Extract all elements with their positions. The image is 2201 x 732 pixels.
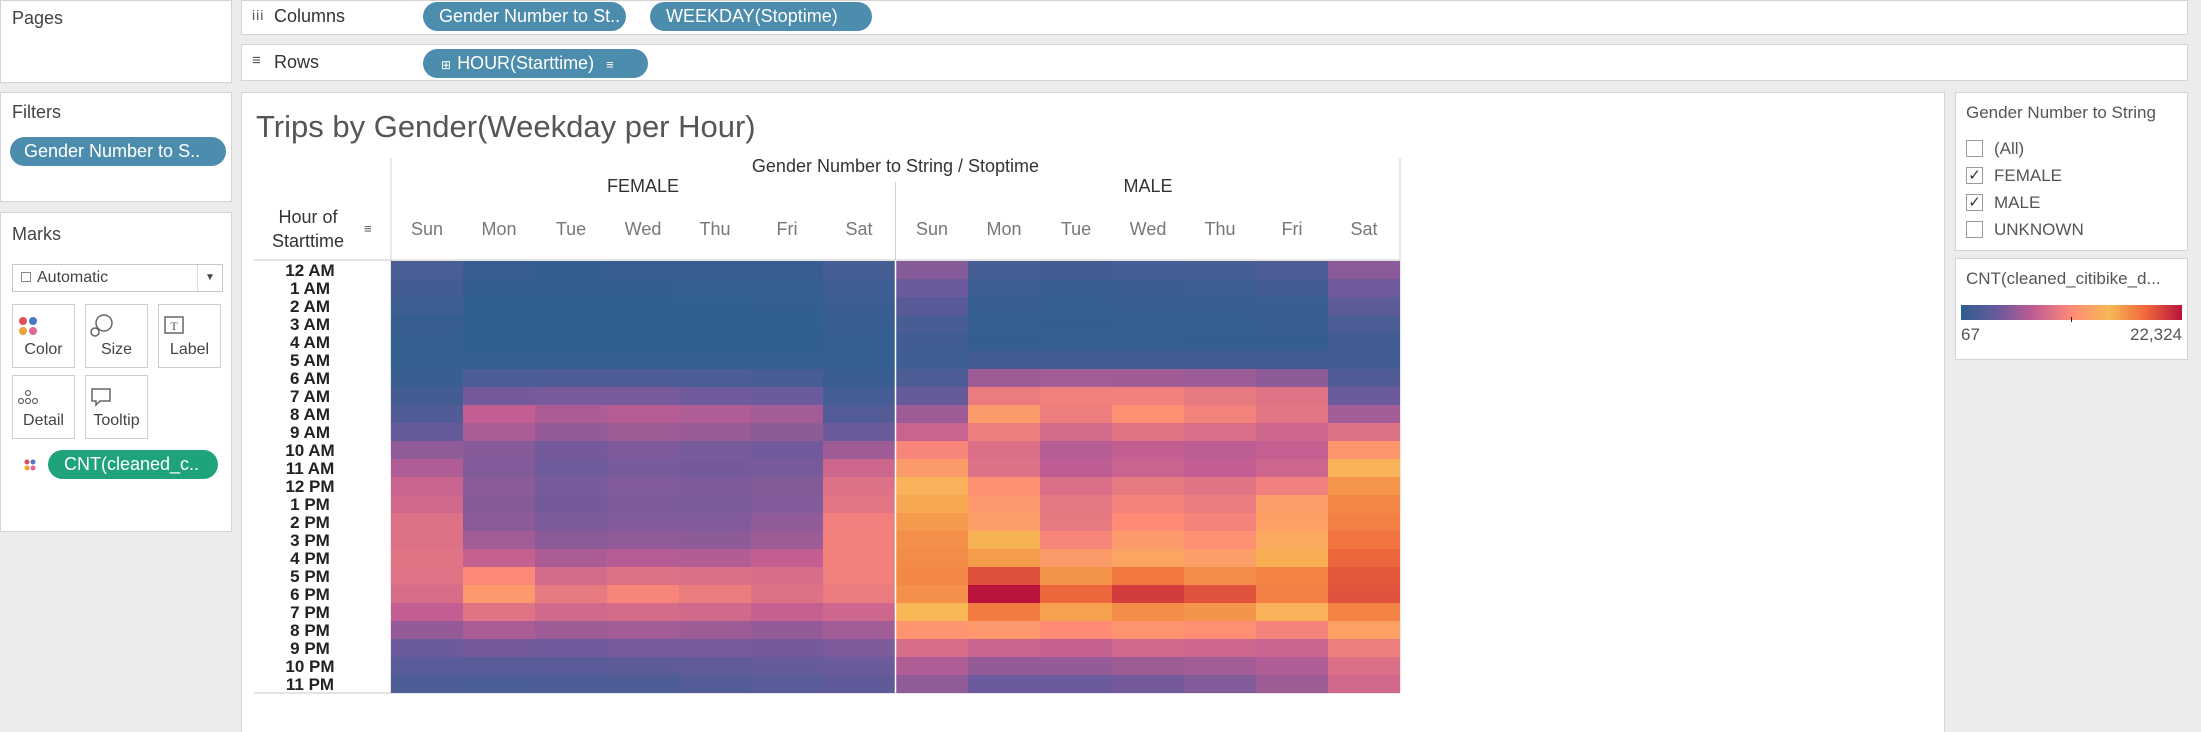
legend-marker	[2071, 317, 2072, 322]
label-icon: T	[164, 316, 184, 334]
option-unknown-label[interactable]: UNKNOWN	[1994, 220, 2084, 239]
gender-filter-title: Gender Number to String	[1966, 103, 2156, 122]
columns-shelf: iii Columns Gender Number to St.. WEEKDA…	[241, 0, 2188, 35]
rows-label: Rows	[274, 52, 320, 72]
size-label: Size	[100, 341, 133, 358]
legend-title: CNT(cleaned_citibike_d...	[1966, 269, 2161, 288]
viz-panel	[241, 92, 1945, 732]
size-icon	[90, 314, 113, 337]
option-female-label[interactable]: FEMALE	[1994, 166, 2063, 185]
size-button[interactable]: Size	[85, 304, 148, 368]
columns-icon: iii	[252, 7, 265, 23]
detail-icon	[17, 389, 39, 405]
label-button[interactable]: T Label	[158, 304, 221, 368]
checkbox-all[interactable]	[1966, 140, 1983, 157]
legend-min-label: 67	[1961, 325, 1980, 344]
row-pill-hour-label: HOUR(Starttime)	[457, 53, 595, 73]
column-pill-weekday[interactable]: WEEKDAY(Stoptime)	[650, 2, 872, 31]
option-all-label[interactable]: (All)	[1994, 139, 2025, 158]
svg-text:T: T	[170, 319, 178, 333]
marks-title: Marks	[12, 224, 61, 244]
color-icon	[19, 317, 37, 335]
rows-icon: ≡	[252, 52, 261, 69]
columns-label: Columns	[274, 6, 346, 26]
filters-title: Filters	[12, 102, 61, 122]
pages-panel: Pages	[0, 0, 232, 83]
gender-filter-card: Gender Number to String (All) ✓ FEMALE ✓…	[1955, 92, 2188, 251]
tooltip-label: Tooltip	[93, 412, 140, 429]
marks-pill-cnt[interactable]: CNT(cleaned_c..	[48, 450, 218, 479]
marks-panel: Marks Automatic ▼ Color Size T Label Det…	[0, 212, 232, 532]
tooltip-icon	[91, 388, 111, 407]
checkbox-unknown[interactable]	[1966, 221, 1983, 238]
tooltip-button[interactable]: Tooltip	[85, 375, 148, 439]
mark-type-value: Automatic	[37, 269, 109, 286]
filters-panel: Filters Gender Number to S..	[0, 92, 232, 202]
color-button[interactable]: Color	[12, 304, 75, 368]
label-label: Label	[169, 341, 210, 358]
color-encoding-icon	[23, 458, 37, 472]
mark-type-icon	[21, 272, 31, 282]
legend-max-label: 22,324	[2130, 325, 2182, 344]
option-male-label[interactable]: MALE	[1994, 193, 2041, 212]
detail-label: Detail	[23, 412, 64, 429]
legend-gradient-bar[interactable]	[1961, 305, 2182, 320]
checkbox-female[interactable]: ✓	[1966, 167, 1983, 184]
expand-icon: ⊞	[441, 58, 452, 72]
pages-title: Pages	[12, 8, 64, 28]
row-pill-hour[interactable]: ⊞ HOUR(Starttime) ≡	[423, 49, 648, 78]
color-label: Color	[24, 341, 63, 358]
detail-button[interactable]: Detail	[12, 375, 75, 439]
mark-type-dropdown[interactable]: Automatic ▼	[12, 264, 223, 292]
sort-icon: ≡	[606, 57, 614, 72]
filter-pill-gender[interactable]: Gender Number to S..	[10, 137, 226, 166]
color-legend-card: CNT(cleaned_citibike_d... 67 22,324	[1955, 258, 2188, 360]
column-pill-gender[interactable]: Gender Number to St..	[423, 2, 626, 31]
checkbox-male[interactable]: ✓	[1966, 194, 1983, 211]
rows-shelf: ≡ Rows ⊞ HOUR(Starttime) ≡	[241, 44, 2188, 81]
chevron-down-icon: ▼	[197, 265, 222, 291]
